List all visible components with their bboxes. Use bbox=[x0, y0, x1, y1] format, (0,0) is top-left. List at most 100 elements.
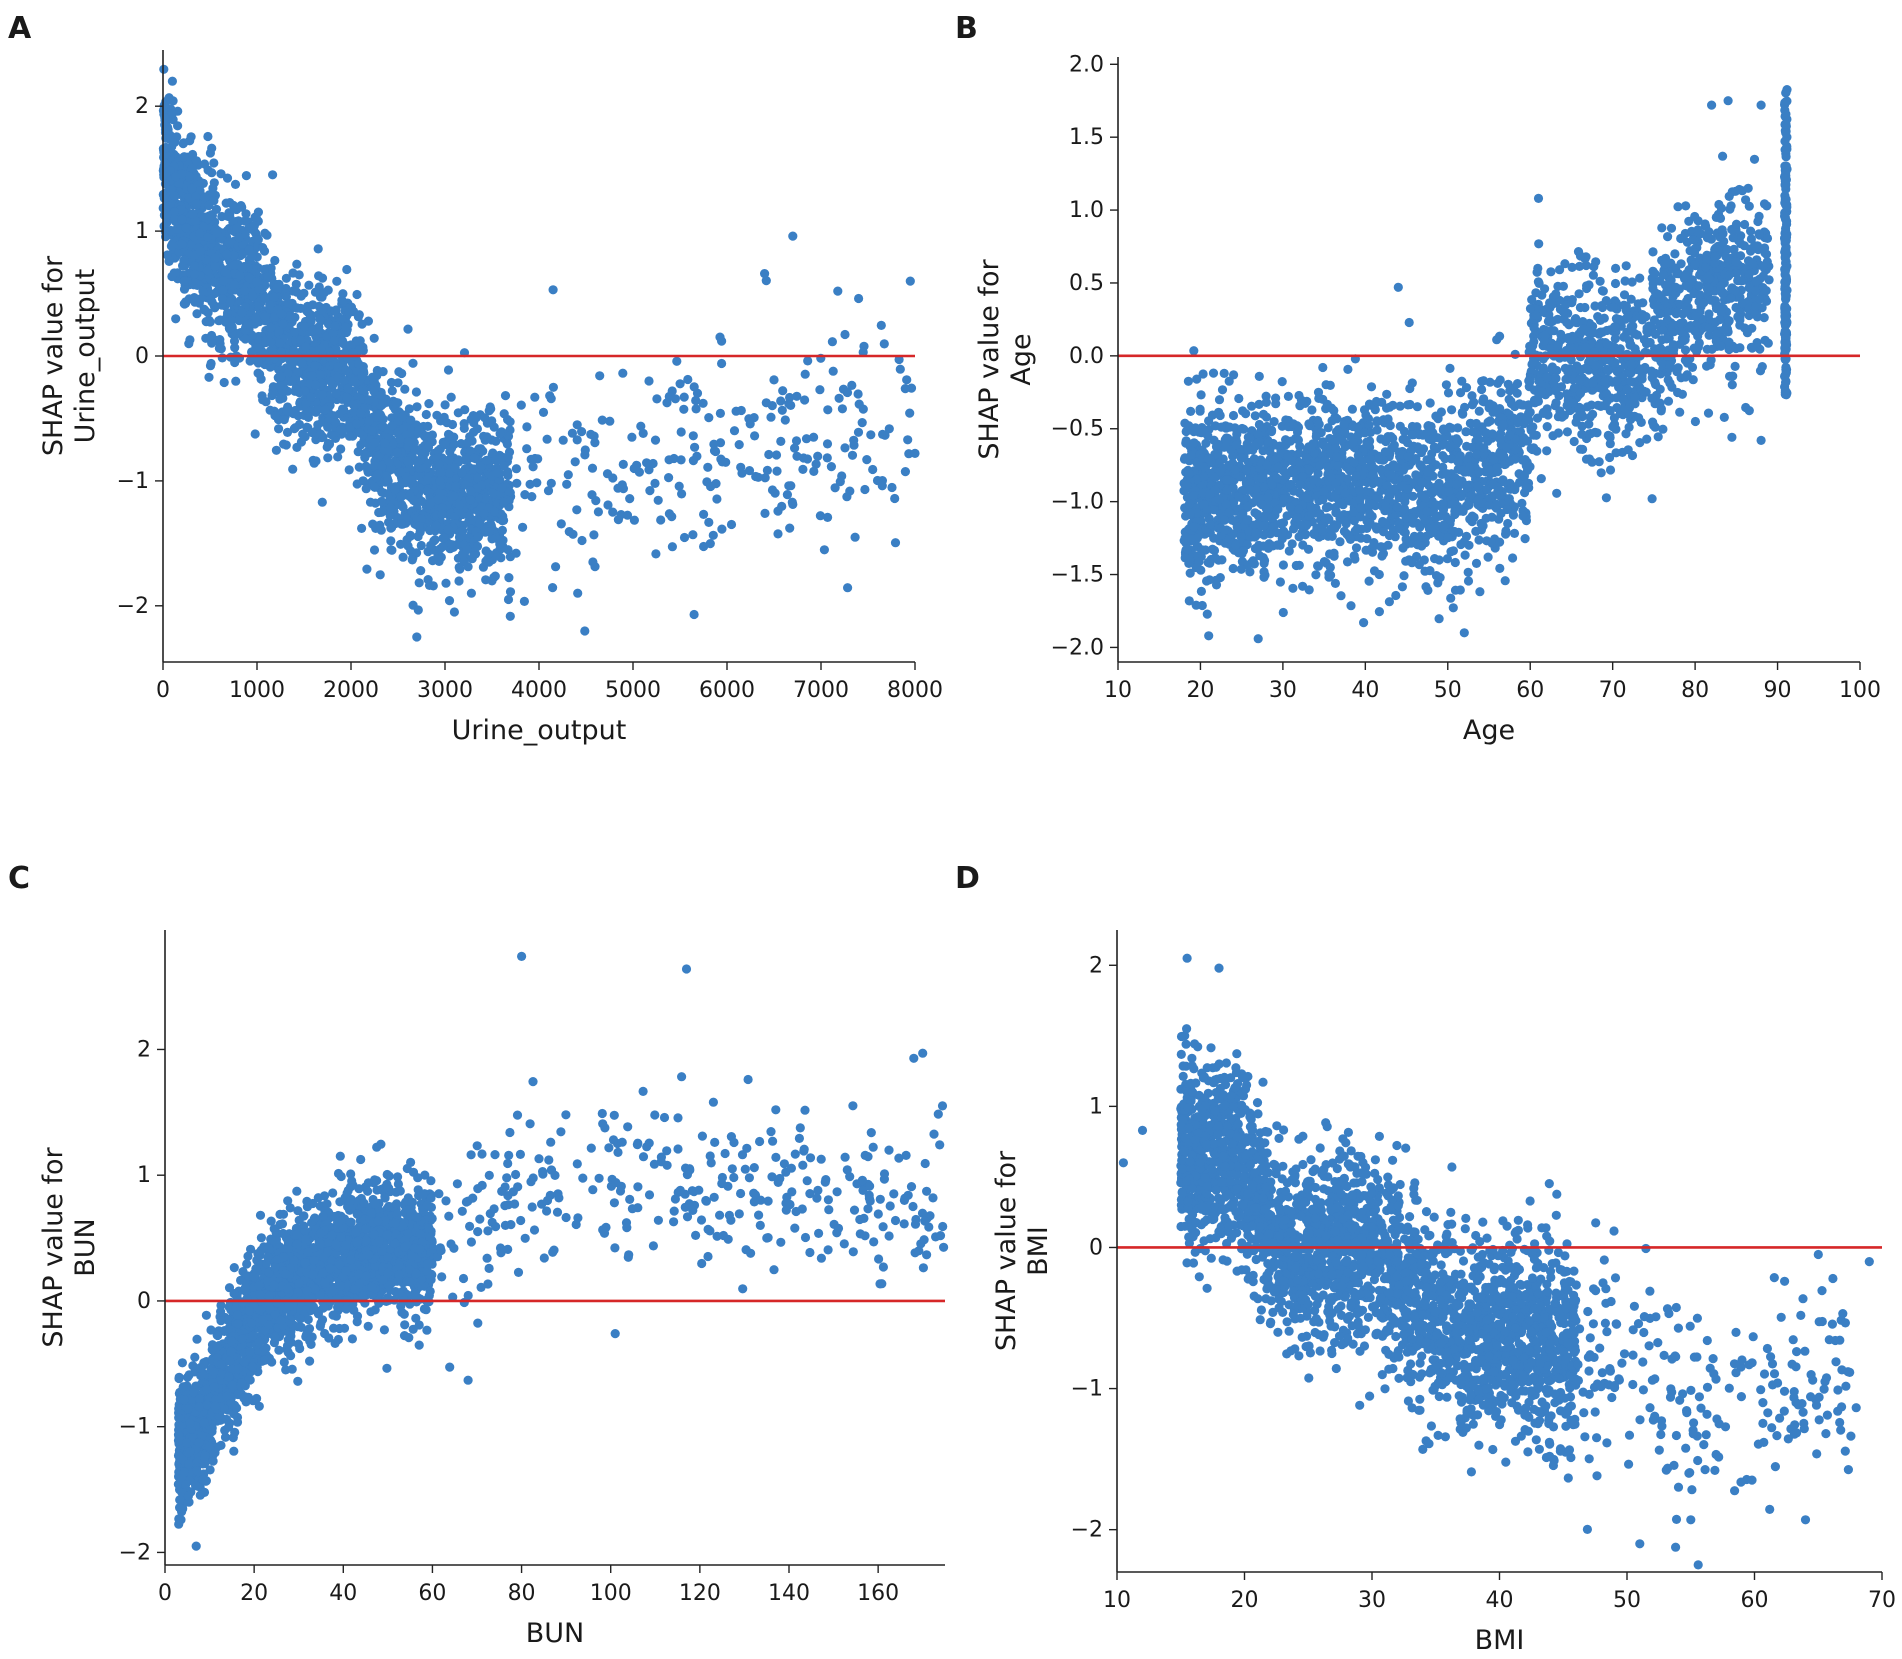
data-point bbox=[387, 522, 397, 533]
data-point bbox=[352, 289, 362, 300]
data-point bbox=[396, 539, 406, 549]
data-point bbox=[266, 337, 276, 347]
data-point bbox=[1529, 337, 1539, 347]
data-point bbox=[250, 313, 261, 323]
data-point bbox=[556, 519, 566, 529]
data-point bbox=[301, 342, 311, 352]
data-point bbox=[369, 386, 379, 396]
data-point bbox=[1183, 376, 1193, 386]
data-point bbox=[712, 494, 722, 504]
data-point bbox=[260, 293, 270, 303]
data-point bbox=[265, 362, 275, 372]
data-point bbox=[480, 413, 490, 423]
data-point bbox=[1524, 376, 1534, 386]
data-point bbox=[1460, 550, 1470, 560]
data-point bbox=[219, 276, 229, 286]
panel-label-b: B bbox=[955, 11, 978, 46]
data-point bbox=[709, 446, 720, 456]
data-point bbox=[344, 431, 355, 441]
data-point bbox=[634, 467, 645, 477]
data-point bbox=[688, 431, 698, 441]
data-point bbox=[159, 193, 169, 203]
data-point bbox=[336, 444, 346, 454]
data-point bbox=[217, 353, 227, 363]
data-point bbox=[413, 457, 423, 467]
data-point bbox=[380, 438, 390, 448]
data-point bbox=[1727, 432, 1737, 442]
data-point bbox=[167, 76, 177, 86]
data-point bbox=[1346, 601, 1356, 611]
data-point bbox=[890, 538, 901, 548]
data-point bbox=[310, 380, 321, 390]
data-point bbox=[676, 427, 686, 437]
data-point bbox=[414, 521, 424, 531]
data-point bbox=[336, 425, 346, 435]
data-point bbox=[222, 249, 232, 260]
data-point bbox=[1675, 407, 1685, 417]
data-point bbox=[232, 224, 242, 234]
data-point bbox=[469, 453, 480, 463]
data-point bbox=[1495, 563, 1505, 574]
data-point bbox=[449, 491, 459, 501]
data-point bbox=[877, 481, 887, 491]
data-point bbox=[489, 506, 500, 517]
data-point bbox=[788, 499, 798, 509]
data-point bbox=[234, 232, 244, 243]
data-point bbox=[489, 572, 499, 583]
data-point bbox=[455, 500, 465, 510]
data-point bbox=[435, 476, 445, 486]
data-point bbox=[1293, 435, 1303, 445]
data-point bbox=[164, 93, 174, 103]
data-point bbox=[281, 440, 291, 450]
data-point bbox=[422, 486, 432, 496]
data-point bbox=[505, 587, 516, 597]
data-point bbox=[376, 496, 387, 507]
data-point bbox=[866, 430, 876, 440]
x-tick-label: 8000 bbox=[887, 678, 943, 703]
data-point bbox=[833, 286, 843, 296]
data-point bbox=[688, 530, 698, 540]
data-point bbox=[216, 169, 226, 179]
data-point bbox=[788, 231, 798, 241]
data-point bbox=[762, 465, 773, 475]
data-point bbox=[443, 524, 453, 535]
data-point bbox=[403, 324, 413, 334]
data-point bbox=[313, 244, 323, 254]
data-point bbox=[527, 492, 537, 502]
data-point bbox=[393, 378, 403, 388]
data-point bbox=[1331, 507, 1341, 517]
data-point bbox=[651, 549, 661, 559]
data-point bbox=[208, 183, 218, 193]
data-point bbox=[215, 335, 225, 345]
data-point bbox=[1217, 385, 1228, 395]
data-point bbox=[1647, 494, 1657, 504]
data-point bbox=[884, 424, 894, 434]
data-point bbox=[1351, 543, 1362, 553]
data-point bbox=[299, 322, 310, 332]
data-point bbox=[1464, 540, 1474, 550]
data-point bbox=[495, 429, 505, 439]
data-point bbox=[369, 545, 380, 555]
data-point bbox=[734, 440, 744, 450]
data-point bbox=[1622, 384, 1632, 394]
data-point bbox=[484, 549, 494, 559]
data-point bbox=[177, 239, 187, 249]
data-point bbox=[431, 520, 441, 531]
data-point bbox=[1278, 560, 1288, 570]
data-point bbox=[1359, 618, 1369, 628]
data-point bbox=[1195, 406, 1205, 416]
data-point bbox=[1382, 389, 1392, 399]
data-point bbox=[1762, 201, 1772, 211]
data-point bbox=[169, 191, 180, 201]
data-point bbox=[1458, 409, 1468, 419]
data-point bbox=[704, 517, 714, 528]
data-point bbox=[683, 374, 693, 385]
data-point bbox=[341, 365, 351, 375]
data-point bbox=[386, 545, 396, 555]
data-point bbox=[1657, 223, 1667, 233]
data-point bbox=[773, 529, 783, 539]
data-point bbox=[424, 399, 434, 409]
data-point bbox=[449, 607, 459, 617]
data-point bbox=[580, 626, 590, 636]
data-point bbox=[292, 287, 302, 297]
